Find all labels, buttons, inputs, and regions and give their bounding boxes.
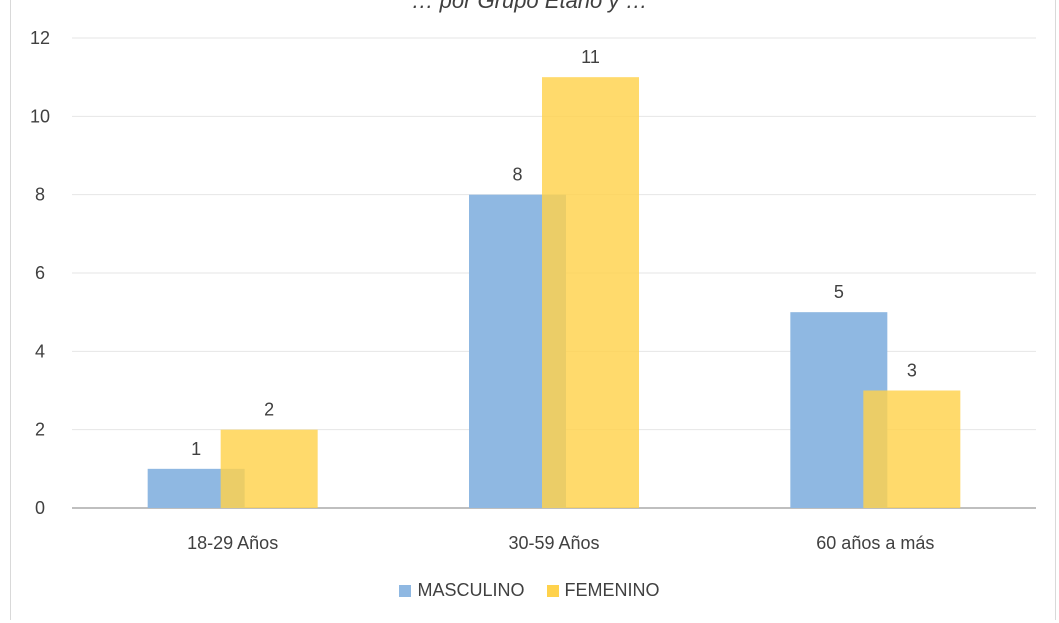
x-tick-label: 60 años a más — [816, 533, 934, 553]
y-tick-label: 6 — [35, 263, 45, 283]
data-label: 8 — [512, 165, 522, 185]
bar-femenino — [220, 429, 318, 508]
data-label: 1 — [191, 439, 201, 459]
chart-title: … por Grupo Etario y … — [411, 0, 648, 13]
legend-swatch-femenino — [546, 584, 559, 597]
chart-frame — [10, 0, 1056, 620]
y-tick-label: 2 — [35, 420, 45, 440]
legend-item-femenino: FEMENINO — [546, 580, 660, 601]
data-label: 3 — [907, 361, 917, 381]
bar-femenino — [863, 390, 961, 508]
y-tick-label: 4 — [35, 341, 45, 361]
y-tick-label: 0 — [35, 498, 45, 518]
legend-label-femenino: FEMENINO — [564, 580, 660, 600]
legend: MASCULINO FEMENINO — [0, 580, 1059, 601]
legend-swatch-masculino — [399, 584, 412, 597]
data-label: 5 — [834, 282, 844, 302]
data-label: 2 — [264, 400, 274, 420]
y-tick-label: 10 — [30, 106, 50, 126]
y-tick-label: 12 — [30, 28, 50, 48]
bar-femenino — [542, 77, 639, 509]
legend-item-masculino: MASCULINO — [399, 580, 525, 601]
legend-label-masculino: MASCULINO — [417, 580, 525, 600]
data-label: 11 — [581, 47, 600, 67]
y-tick-label: 8 — [35, 185, 45, 205]
x-tick-label: 18-29 Años — [187, 533, 278, 553]
x-tick-label: 30-59 Años — [508, 533, 599, 553]
